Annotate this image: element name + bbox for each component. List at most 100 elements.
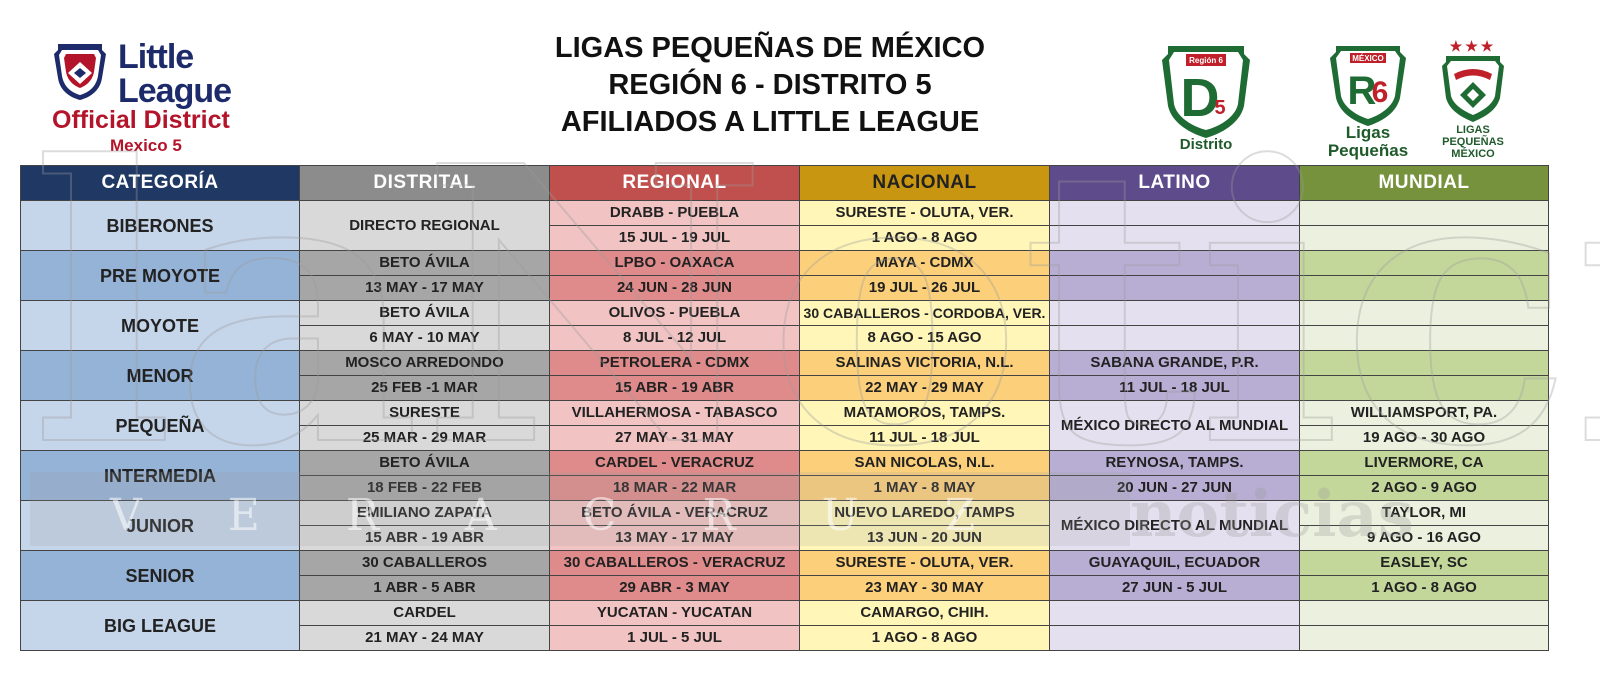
regional-cell: 29 ABR - 3 MAY — [549, 575, 800, 601]
table-row: 18 FEB - 22 FEB 18 MAR - 22 MAR 1 MAY - 8 … — [21, 475, 1549, 501]
svg-text:MÉXICO: MÉXICO — [1352, 54, 1384, 63]
table-row: SENIOR 30 CABALLEROS 30 CABALLEROS - VERAC… — [20, 550, 1549, 601]
ligas-mexico-emblem-icon — [1442, 56, 1504, 122]
nacional-cell: 23 MAY - 30 MAY — [799, 575, 1050, 601]
mundial-cell — [1299, 625, 1549, 651]
table-row: 15 JUL - 19 JUL 1 AGO - 8 AGO — [21, 225, 1549, 251]
stars-icon: ★★★ — [1449, 38, 1497, 54]
regional-cell: 1 JUL - 5 JUL — [549, 625, 800, 651]
nacional-cell: 13 JUN - 20 JUN — [799, 525, 1050, 551]
mundial-cell: 19 AGO - 30 AGO — [1299, 425, 1549, 451]
distrital-cell: 25 FEB -1 MAR — [299, 375, 550, 401]
nacional-cell: 11 JUL - 18 JUL — [799, 425, 1050, 451]
latino-cell: 11 JUL - 18 JUL — [1049, 375, 1300, 401]
nacional-cell: 1 AGO - 8 AGO — [799, 225, 1050, 251]
keystone-icon — [54, 44, 106, 100]
table-row: MENOR MOSCO ARREDONDO PETROLERA - CDMX SALI… — [20, 350, 1549, 401]
regional-cell: 15 JUL - 19 JUL — [549, 225, 800, 251]
distrital-cell: BETO ÁVILA — [299, 250, 550, 276]
latino-cell: 27 JUN - 5 JUL — [1049, 575, 1300, 601]
latino-cell — [1049, 225, 1300, 251]
table-row: 25 FEB -1 MAR 15 ABR - 19 ABR 22 MAY - 29 … — [21, 375, 1549, 401]
distrital-cell: 18 FEB - 22 FEB — [299, 475, 550, 501]
table-row: 25 MAR - 29 MAR 27 MAY - 31 MAY 11 JUL - 1… — [21, 425, 1549, 451]
svg-text:R: R — [1348, 69, 1377, 113]
latino-cell: MÉXICO DIRECTO AL MUNDIAL — [1049, 500, 1300, 551]
mundial-cell: LIVERMORE, CA — [1299, 450, 1549, 476]
regional-cell: YUCATAN - YUCATAN — [549, 600, 800, 626]
latino-cell: GUAYAQUIL, ECUADOR — [1049, 550, 1300, 576]
distrital-cell: 15 ABR - 19 ABR — [299, 525, 550, 551]
mundial-cell: 1 AGO - 8 AGO — [1299, 575, 1549, 601]
column-header-categoria: CATEGORÍA — [20, 165, 300, 201]
latino-cell: SABANA GRANDE, P.R. — [1049, 350, 1300, 376]
category-cell: PRE MOYOTE — [20, 250, 300, 301]
table-row: PEQUEÑA SURESTE VILLAHERMOSA - TABASCO MATA… — [20, 400, 1549, 451]
regional-cell: 24 JUN - 28 JUN — [549, 275, 800, 301]
region-emblem-icon: MÉXICO R 6 — [1330, 46, 1406, 126]
page-header: Little League Official District Mexico 5… — [0, 0, 1600, 166]
category-cell: BIBERONES — [20, 200, 300, 251]
nacional-cell: 1 MAY - 8 MAY — [799, 475, 1050, 501]
regional-cell: DRABB - PUEBLA — [549, 200, 800, 226]
table-row: MOYOTE BETO ÁVILA OLIVOS - PUEBLA 30 CABALL… — [20, 300, 1549, 351]
latino-cell — [1049, 300, 1300, 326]
column-header-latino: LATINO — [1049, 165, 1300, 201]
category-cell: BIG LEAGUE — [20, 600, 300, 651]
nacional-cell: 8 AGO - 15 AGO — [799, 325, 1050, 351]
page-title: LIGAS PEQUEÑAS DE MÉXICO REGIÓN 6 - DIST… — [470, 30, 1070, 141]
column-header-distrital: DISTRITAL — [299, 165, 550, 201]
mundial-cell: TAYLOR, MI — [1299, 500, 1549, 526]
nacional-cell: MAYA - CDMX — [799, 250, 1050, 276]
ligas-mexico-caption: LIGAS PEQUEÑAS MÉXICO — [1442, 124, 1504, 160]
mundial-cell: 9 AGO - 16 AGO — [1299, 525, 1549, 551]
latino-cell: MÉXICO DIRECTO AL MUNDIAL — [1049, 400, 1300, 451]
regional-cell: 8 JUL - 12 JUL — [549, 325, 800, 351]
distrital-cell: 21 MAY - 24 MAY — [299, 625, 550, 651]
svg-text:6: 6 — [1372, 76, 1389, 109]
svg-text:5: 5 — [1214, 97, 1225, 119]
svg-text:D: D — [1181, 68, 1220, 128]
mundial-cell — [1299, 350, 1549, 376]
distrital-cell: DIRECTO REGIONAL — [299, 200, 550, 251]
distrital-cell: 1 ABR - 5 ABR — [299, 575, 550, 601]
nacional-cell: 22 MAY - 29 MAY — [799, 375, 1050, 401]
nacional-cell: 30 CABALLEROS - CORDOBA, VER. — [799, 300, 1050, 326]
category-cell: MENOR — [20, 350, 300, 401]
distrital-cell: 6 MAY - 10 MAY — [299, 325, 550, 351]
distrital-cell: SURESTE — [299, 400, 550, 426]
latino-cell — [1049, 600, 1300, 626]
official-district-label: Official District — [52, 106, 230, 134]
latino-cell — [1049, 325, 1300, 351]
little-league-wordmark: Little League — [118, 38, 232, 110]
mundial-cell: 2 AGO - 9 AGO — [1299, 475, 1549, 501]
nacional-cell: NUEVO LAREDO, TAMPS — [799, 500, 1050, 526]
mundial-cell — [1299, 225, 1549, 251]
distrital-cell: BETO ÁVILA — [299, 300, 550, 326]
mundial-cell — [1299, 250, 1549, 276]
title-line-3: AFILIADOS A LITTLE LEAGUE — [560, 106, 980, 138]
table-row: 6 MAY - 10 MAY 8 JUL - 12 JUL 8 AGO - 15 A… — [21, 325, 1549, 351]
nacional-cell: SURESTE - OLUTA, VER. — [799, 200, 1050, 226]
table-row: 21 MAY - 24 MAY 1 JUL - 5 JUL 1 AGO - 8 AG… — [21, 625, 1549, 651]
table-row: JUNIOR EMILIANO ZAPATA BETO ÁVILA - VERACR… — [20, 500, 1549, 551]
regional-cell: 27 MAY - 31 MAY — [549, 425, 800, 451]
table-row: BIG LEAGUE CARDEL YUCATAN - YUCATAN CAMARGO… — [20, 600, 1549, 651]
nacional-cell: SAN NICOLAS, N.L. — [799, 450, 1050, 476]
latino-cell: 20 JUN - 27 JUN — [1049, 475, 1300, 501]
table-row: BIBERONES DIRECTO REGIONAL DRABB - PUEBLA S… — [20, 200, 1549, 251]
mundial-cell: EASLEY, SC — [1299, 550, 1549, 576]
column-header-regional: REGIONAL — [549, 165, 800, 201]
mundial-cell — [1299, 375, 1549, 401]
schedule-table-container: CATEGORÍA DISTRITAL REGIONAL NACIONAL LA… — [20, 165, 1549, 660]
mundial-cell — [1299, 200, 1549, 226]
table-row: PRE MOYOTE BETO ÁVILA LPBO - OAXACA MAYA - … — [20, 250, 1549, 301]
district-emblem-icon: Región 6 D 5 — [1162, 46, 1250, 138]
category-cell: JUNIOR — [20, 500, 300, 551]
distrital-cell: BETO ÁVILA — [299, 450, 550, 476]
nacional-cell: 1 AGO - 8 AGO — [799, 625, 1050, 651]
latino-cell — [1049, 250, 1300, 276]
nacional-cell: MATAMOROS, TAMPS. — [799, 400, 1050, 426]
svg-text:Región 6: Región 6 — [1189, 56, 1223, 65]
nacional-cell: SALINAS VICTORIA, N.L. — [799, 350, 1050, 376]
